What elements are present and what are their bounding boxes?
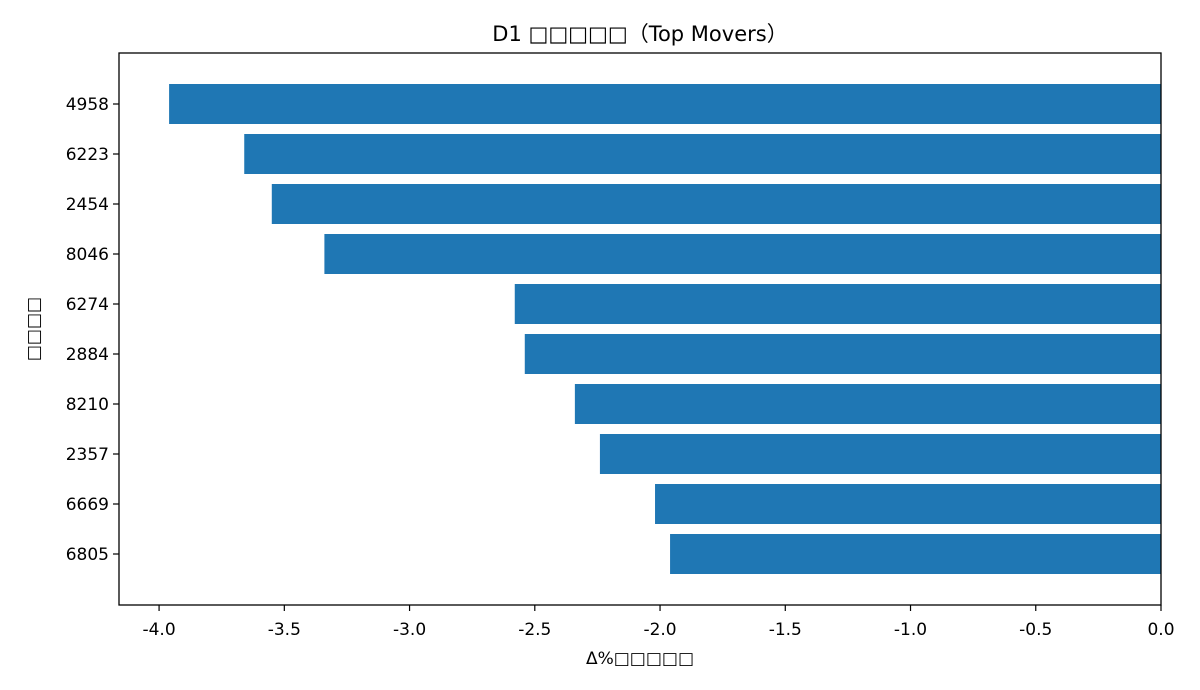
y-axis-ticks: 4958 6223 2454 8046 6274 2884 8210 2357 6669 6805: [66, 95, 119, 565]
y-tick-label: 2357: [66, 445, 109, 465]
x-axis-ticks: -4.0 -3.5 -3.0 -2.5 -2.0 -1.5 -1.0 -0.5 0.0: [142, 605, 1175, 640]
x-tick-label: -3.5: [268, 620, 301, 640]
chart-title: D1 □□□□□（Top Movers）: [492, 22, 787, 46]
x-tick-label: -0.5: [1019, 620, 1052, 640]
x-tick-label: -3.0: [393, 620, 426, 640]
x-tick-label: -2.0: [643, 620, 676, 640]
x-tick-label: 0.0: [1147, 620, 1174, 640]
bar-8210: [574, 384, 1161, 424]
x-tick-label: -2.5: [518, 620, 551, 640]
bar-8046: [324, 234, 1161, 274]
bar-4958: [169, 84, 1161, 124]
bar-6805: [670, 534, 1161, 574]
bar-2357: [599, 434, 1161, 474]
y-tick-label: 2454: [66, 195, 109, 215]
x-tick-label: -4.0: [142, 620, 175, 640]
plot-frame: [118, 52, 1162, 606]
bar-2884: [524, 334, 1161, 374]
y-tick-label: 4958: [66, 95, 109, 115]
x-axis-label: Δ%□□□□□: [586, 649, 694, 669]
bar-6223: [244, 134, 1162, 174]
y-tick-label: 6274: [66, 295, 109, 315]
y-tick-label: 8210: [66, 395, 109, 415]
y-tick-label: 6805: [66, 545, 109, 565]
y-axis-label: □□□□: [24, 297, 44, 361]
x-tick-label: -1.0: [894, 620, 927, 640]
bar-6669: [655, 484, 1161, 524]
x-tick-label: -1.5: [769, 620, 802, 640]
bar-6274: [514, 284, 1161, 324]
y-tick-label: 8046: [66, 245, 109, 265]
y-tick-label: 2884: [66, 345, 109, 365]
bar-2454: [271, 184, 1161, 224]
bars: [169, 84, 1162, 574]
y-tick-label: 6669: [66, 495, 109, 515]
y-tick-label: 6223: [66, 145, 109, 165]
